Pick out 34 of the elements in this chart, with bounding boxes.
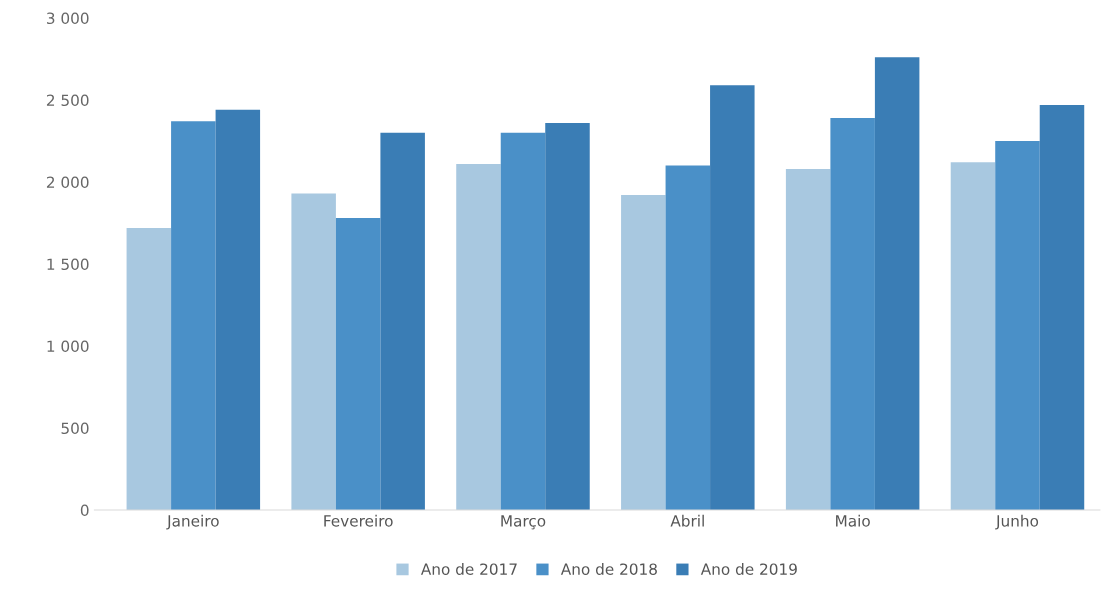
bar: [665, 165, 711, 510]
legend-label: Ano de 2019: [700, 563, 797, 575]
bar: [1039, 104, 1085, 510]
y-tick-label: 1 000: [47, 340, 89, 353]
legend-label: Ano de 2018: [560, 563, 657, 575]
y-tick-label: 500: [61, 422, 89, 435]
bar: [830, 118, 875, 510]
bar: [126, 227, 172, 510]
x-tick-label: Janeiro: [166, 514, 219, 530]
bar: [995, 141, 1040, 510]
y-tick-label: 1 500: [47, 258, 89, 271]
x-tick-label: Março: [501, 515, 546, 530]
bar: [545, 122, 590, 510]
bar: [874, 57, 920, 510]
bar: [785, 168, 831, 510]
y-tick-label: 0: [80, 504, 89, 517]
x-tick-label: Fevereiro: [324, 514, 393, 527]
bar: [291, 193, 336, 510]
x-tick-label: Abril: [670, 514, 704, 527]
x-tick-label: Junho: [995, 514, 1039, 530]
bar: [500, 132, 546, 510]
bar: [456, 163, 501, 510]
y-tick-label: 2 000: [46, 176, 89, 189]
bar: [215, 109, 261, 510]
y-tick-label: 3 000: [47, 12, 89, 25]
y-tick-label: 2 500: [46, 94, 89, 107]
bar: [621, 195, 666, 510]
x-tick-label: Maio: [836, 514, 870, 527]
bar: [710, 85, 755, 510]
bar: [950, 162, 996, 510]
bar: [380, 132, 425, 510]
bar: [335, 218, 381, 510]
bar: [171, 121, 216, 510]
legend-label: Ano de 2017: [420, 563, 517, 575]
